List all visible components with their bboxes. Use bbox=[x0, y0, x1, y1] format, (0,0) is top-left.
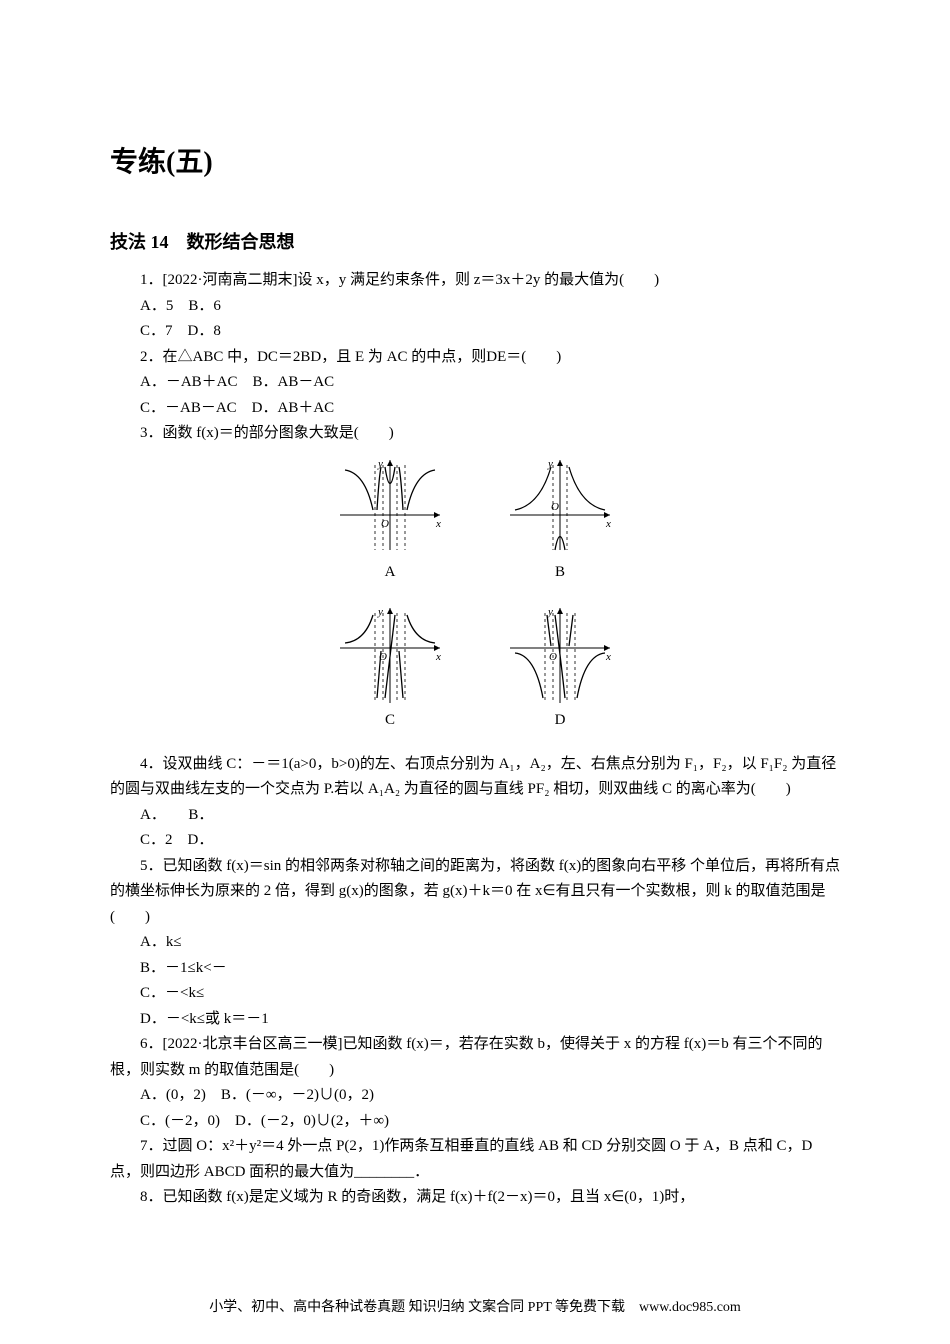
svg-text:y: y bbox=[547, 606, 553, 618]
q5-opt-c: C．－<k≤ bbox=[110, 981, 840, 1007]
q5-opt-b: B．－1≤k<－ bbox=[110, 956, 840, 982]
q3-label-d: D bbox=[505, 708, 615, 734]
q4-opts-cd: C．2 D． bbox=[110, 828, 840, 854]
q3-label-a: A bbox=[335, 560, 445, 586]
q4-stem: 4．设双曲线 C：－＝1(a>0，b>0)的左、右顶点分别为 A₁，A₂，左、右… bbox=[110, 752, 840, 803]
page: 专练(五) 技法 14 数形结合思想 1．[2022·河南高二期末]设 x，y … bbox=[0, 0, 950, 1344]
q5-stem: 5．已知函数 f(x)＝sin 的相邻两条对称轴之间的距离为，将函数 f(x)的… bbox=[110, 854, 840, 931]
q2-stem: 2．在△ABC 中，DC＝2BD，且 E 为 AC 的中点，则DE＝( ) bbox=[110, 345, 840, 371]
q2-opts-ab: A．－AB＋AC B．AB－AC bbox=[110, 370, 840, 396]
q6-opts-cd: C．(－2，0) D．(－2，0)∪(2，＋∞) bbox=[110, 1109, 840, 1135]
q3-fig-b: x y O B bbox=[505, 455, 615, 586]
q3-row2: x y O C bbox=[110, 603, 840, 734]
page-footer: 小学、初中、高中各种试卷真题 知识归纳 文案合同 PPT 等免费下载 www.d… bbox=[0, 1296, 950, 1316]
q3-label-b: B bbox=[505, 560, 615, 586]
q3-fig-a: x y O A bbox=[335, 455, 445, 586]
sub-title: 技法 14 数形结合思想 bbox=[110, 228, 840, 254]
svg-text:x: x bbox=[435, 651, 441, 663]
q6-opts-ab: A．(0，2) B．(－∞，－2)∪(0，2) bbox=[110, 1083, 840, 1109]
q3-stem: 3．函数 f(x)＝的部分图象大致是( ) bbox=[110, 421, 840, 447]
svg-text:y: y bbox=[377, 606, 383, 618]
q1-opts-cd: C．7 D．8 bbox=[110, 319, 840, 345]
svg-text:O: O bbox=[551, 501, 559, 513]
q7-stem: 7．过圆 O：x²＋y²＝4 外一点 P(2，1)作两条互相垂直的直线 AB 和… bbox=[110, 1134, 840, 1185]
main-title: 专练(五) bbox=[110, 140, 840, 180]
q1-opts-ab: A．5 B．6 bbox=[110, 294, 840, 320]
q4-opts-ab: A． B． bbox=[110, 803, 840, 829]
q3-fig-c: x y O C bbox=[335, 603, 445, 734]
q5-opt-a: A．k≤ bbox=[110, 930, 840, 956]
q3-fig-d: x y O D bbox=[505, 603, 615, 734]
q1-stem: 1．[2022·河南高二期末]设 x，y 满足约束条件，则 z＝3x＋2y 的最… bbox=[110, 268, 840, 294]
q6-stem: 6．[2022·北京丰台区高三一模]已知函数 f(x)＝，若存在实数 b，使得关… bbox=[110, 1032, 840, 1083]
body: 1．[2022·河南高二期末]设 x，y 满足约束条件，则 z＝3x＋2y 的最… bbox=[110, 268, 840, 1211]
svg-text:x: x bbox=[605, 518, 611, 530]
q2-opts-cd: C．－AB－AC D．AB＋AC bbox=[110, 396, 840, 422]
svg-text:O: O bbox=[381, 518, 389, 530]
svg-text:x: x bbox=[435, 518, 441, 530]
q3-row1: x y O A bbox=[110, 455, 840, 586]
q5-opt-d: D．－<k≤或 k＝－1 bbox=[110, 1007, 840, 1033]
svg-text:y: y bbox=[377, 458, 383, 470]
q8-stem: 8．已知函数 f(x)是定义域为 R 的奇函数，满足 f(x)＋f(2－x)＝0… bbox=[110, 1185, 840, 1211]
q3-figures: x y O A bbox=[110, 455, 840, 734]
svg-text:x: x bbox=[605, 651, 611, 663]
q3-label-c: C bbox=[335, 708, 445, 734]
